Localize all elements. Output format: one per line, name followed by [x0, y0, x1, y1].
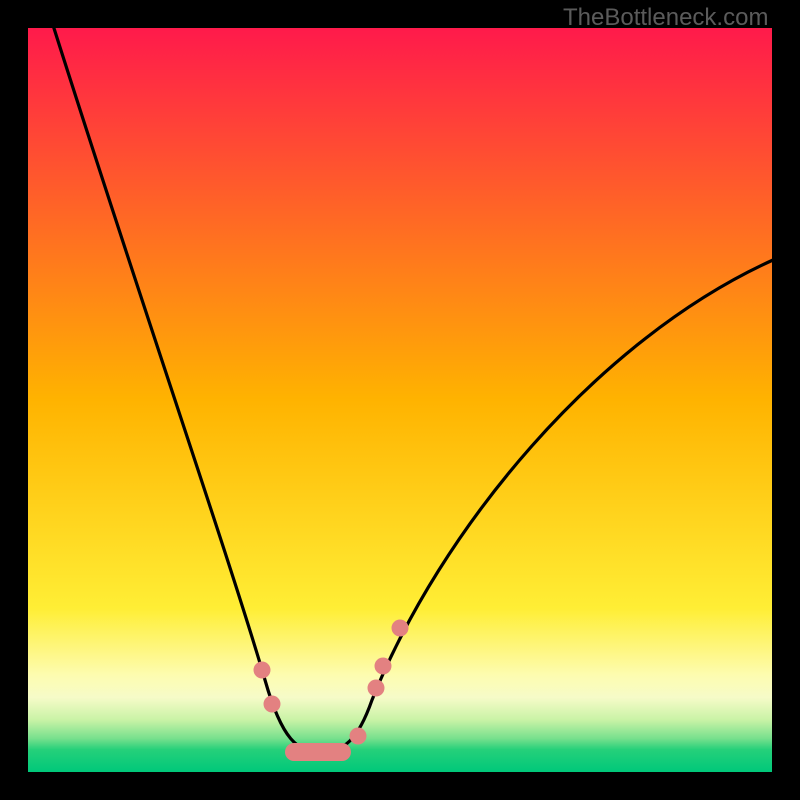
plot-area — [28, 28, 772, 772]
marker-dot — [368, 680, 385, 697]
marker-dot — [264, 696, 281, 713]
chart-root: TheBottleneck.com — [0, 0, 800, 800]
marker-dot — [375, 658, 392, 675]
marker-pill — [285, 743, 351, 761]
marker-dot — [350, 728, 367, 745]
plot-svg — [0, 0, 800, 800]
curve-right-endcap — [772, 259, 775, 262]
marker-dot — [254, 662, 271, 679]
marker-dot — [392, 620, 409, 637]
